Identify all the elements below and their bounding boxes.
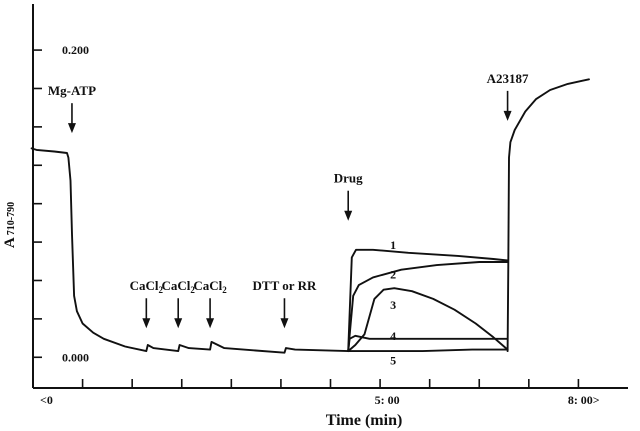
annotation-arrow-head-4 xyxy=(280,318,289,329)
curve-labels: 1 2 3 4 5 xyxy=(390,238,396,367)
y-axis-label: A 710-790 xyxy=(2,202,18,248)
series-a23187-response-line xyxy=(506,78,590,353)
series-2-line xyxy=(347,261,509,353)
x-tick-label-2: 8: 00> xyxy=(568,393,600,407)
series-baseline-line xyxy=(30,147,350,354)
series-3-line xyxy=(347,287,509,353)
x-tick-label-0: <0 xyxy=(40,393,53,407)
annotation-label-4: DTT or RR xyxy=(253,278,317,293)
annotation-2: CaCl2 xyxy=(162,278,196,329)
annotation-5: Drug xyxy=(334,171,363,221)
annotation-label-3: CaCl2 xyxy=(193,278,227,295)
y-axis-label-main: A xyxy=(2,237,18,248)
annotation-arrow-head-6 xyxy=(503,110,512,121)
axis-ticks xyxy=(32,49,580,388)
annotation-1: CaCl2 xyxy=(130,278,164,329)
tick-labels: 0.000 0.200 <0 5: 00 8: 00> xyxy=(40,43,600,407)
annotation-arrow-head-0 xyxy=(67,123,76,134)
curve-label-4: 4 xyxy=(390,329,396,343)
annotation-arrow-head-5 xyxy=(344,210,353,221)
y-tick-label-0: 0.000 xyxy=(62,350,89,364)
curve-label-3: 3 xyxy=(390,298,396,312)
x-tick-label-1: 5: 00 xyxy=(375,393,400,407)
annotation-0: Mg-ATP xyxy=(48,83,96,134)
annotation-label-0: Mg-ATP xyxy=(48,83,96,98)
annotation-arrow-head-2 xyxy=(174,318,183,329)
series-layer xyxy=(30,78,590,354)
y-axis-label-sub: 710-790 xyxy=(6,202,17,235)
annotation-arrow-head-3 xyxy=(206,318,215,329)
curve-label-5: 5 xyxy=(390,353,396,367)
series-5-line xyxy=(347,348,509,353)
annotation-label-6: A23187 xyxy=(487,71,529,86)
series-4-line xyxy=(347,334,509,353)
x-axis-label: Time (min) xyxy=(326,412,403,429)
annotation-arrow-head-1 xyxy=(142,318,151,329)
annotation-label-2: CaCl2 xyxy=(162,278,196,295)
annotation-label-5: Drug xyxy=(334,171,363,186)
annotation-label-1: CaCl2 xyxy=(130,278,164,295)
y-tick-label-1: 0.200 xyxy=(62,43,89,57)
curve-label-1: 1 xyxy=(390,238,396,252)
annotation-3: CaCl2 xyxy=(193,278,227,329)
annotation-6: A23187 xyxy=(487,71,529,121)
annotation-4: DTT or RR xyxy=(253,278,317,329)
series-1-line xyxy=(347,248,509,353)
curve-label-2: 2 xyxy=(390,267,396,281)
